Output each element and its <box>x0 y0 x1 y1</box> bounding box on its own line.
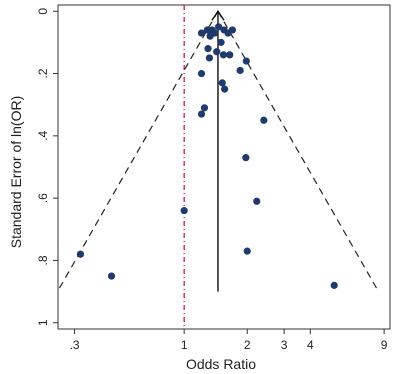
study-point <box>180 207 188 215</box>
x-tick-label: 4 <box>307 338 314 352</box>
funnel-left-limit <box>56 10 219 292</box>
study-point <box>221 85 229 93</box>
y-tick-label: .6 <box>36 193 50 203</box>
study-point <box>211 29 219 37</box>
study-point <box>217 38 225 46</box>
pooled-estimate-arrowhead <box>211 9 225 21</box>
study-point <box>228 26 237 34</box>
x-axis: .3 1 2 3 4 9 <box>70 329 388 352</box>
x-axis-title: Odds Ratio <box>186 356 256 372</box>
study-point <box>243 247 251 255</box>
study-point <box>260 116 268 124</box>
study-point <box>236 66 244 75</box>
study-point <box>253 197 261 205</box>
study-point <box>76 250 85 258</box>
study-point <box>226 51 234 59</box>
x-tick-label: 9 <box>381 338 388 352</box>
study-point <box>330 281 338 289</box>
study-point <box>197 69 206 78</box>
study-points <box>76 23 338 289</box>
x-tick-label: 1 <box>181 338 188 352</box>
y-tick-label: .2 <box>36 68 50 78</box>
x-tick-label: 3 <box>281 338 288 352</box>
y-tick-label: .8 <box>36 255 50 265</box>
y-tick-label: .4 <box>36 131 50 141</box>
y-tick-label: 0 <box>36 8 50 15</box>
study-point <box>204 45 212 53</box>
study-point <box>200 104 209 112</box>
y-tick-label: 1 <box>36 319 50 326</box>
study-point <box>197 29 206 37</box>
study-point <box>197 110 206 118</box>
study-point <box>213 48 221 56</box>
y-axis-title: Standard Error of ln(OR) <box>8 96 24 249</box>
study-point <box>242 57 250 65</box>
y-axis: 0 .2 .4 .6 .8 1 <box>36 8 58 326</box>
study-point <box>205 54 214 62</box>
study-point <box>242 154 250 162</box>
study-point <box>218 79 226 87</box>
x-tick-label: 2 <box>244 338 251 352</box>
study-point <box>107 272 116 280</box>
x-tick-label: .3 <box>70 338 80 352</box>
study-point <box>215 23 223 31</box>
study-point <box>219 51 228 59</box>
